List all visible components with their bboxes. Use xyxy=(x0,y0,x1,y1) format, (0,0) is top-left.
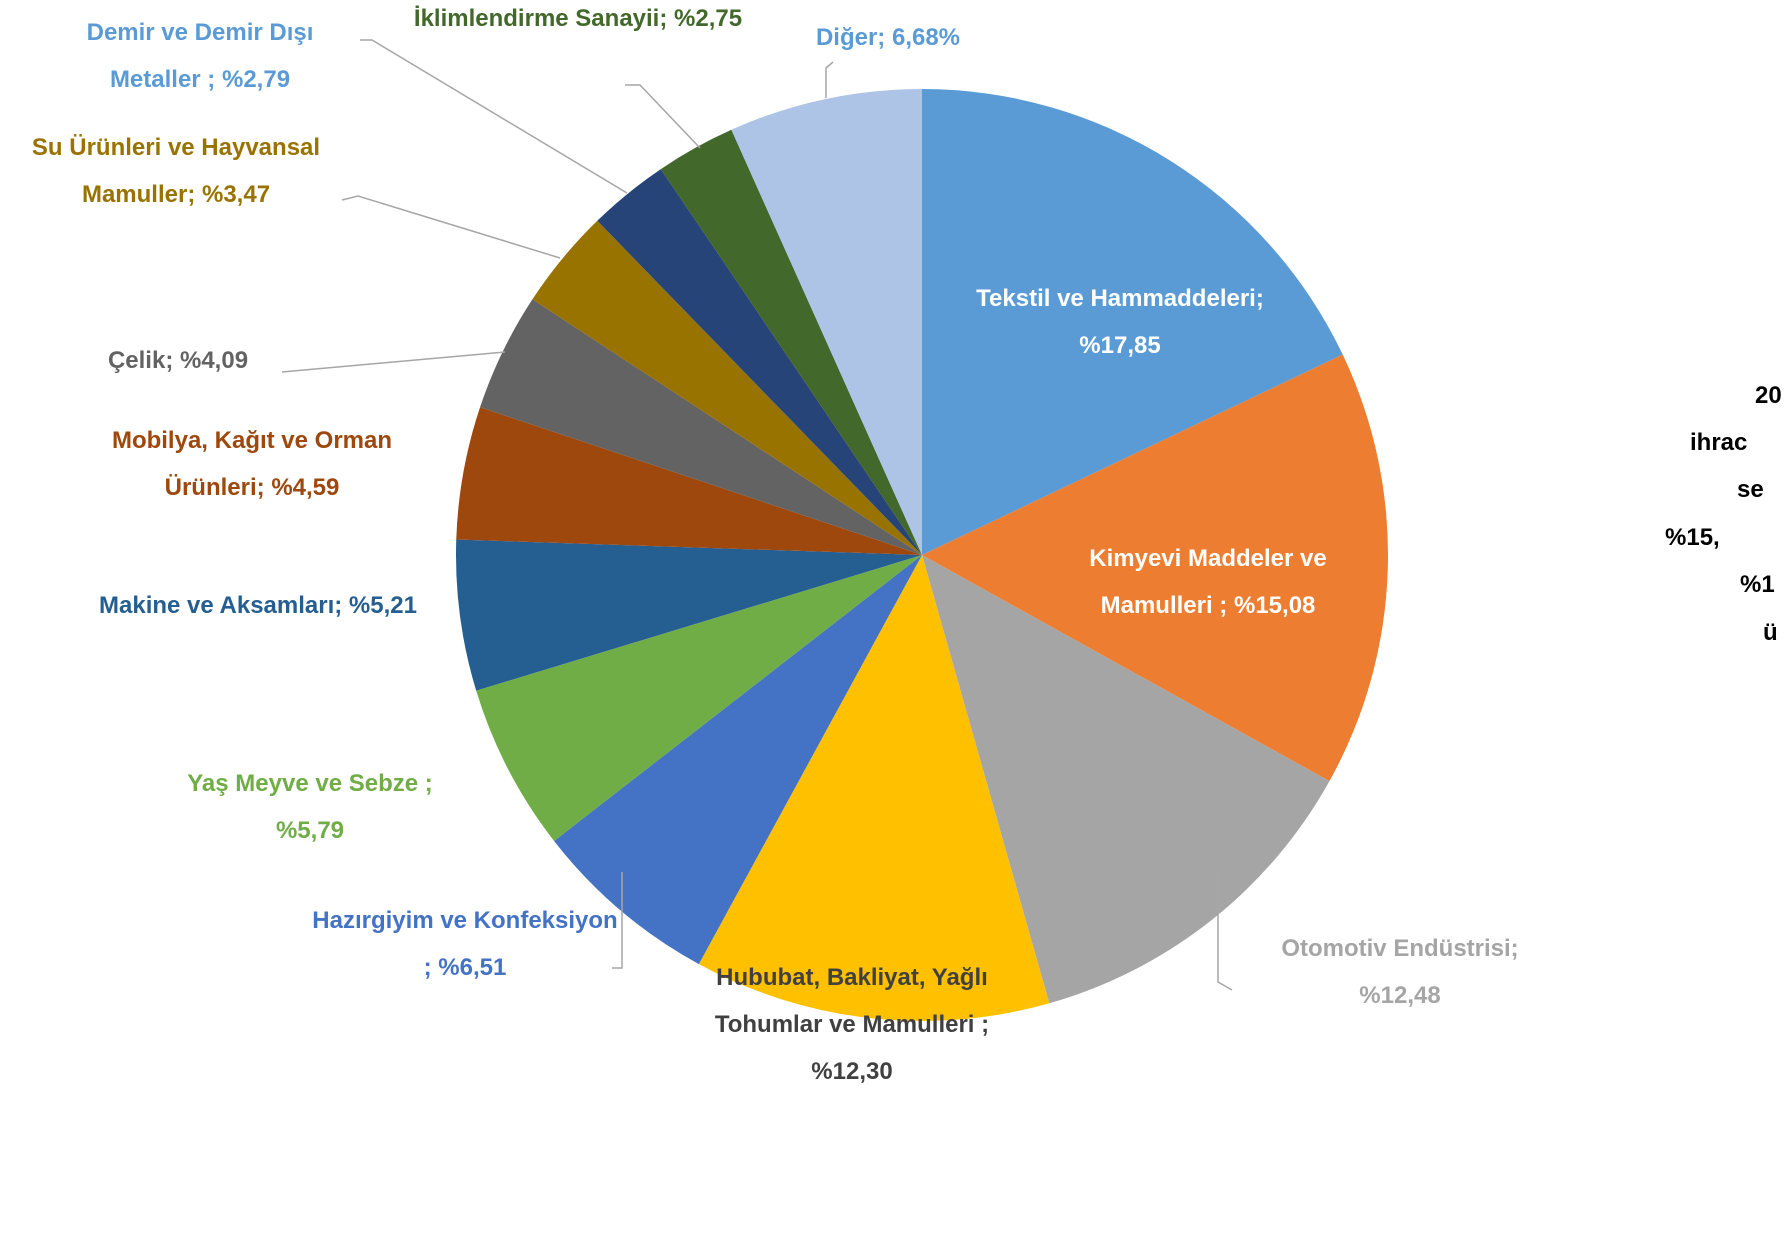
category-name: Çelik; xyxy=(107,346,174,374)
category-name: Tekstil ve Hammaddeleri; xyxy=(976,284,1264,312)
category-name: Hububat, Bakliyat, Yağlı Tohumlar ve Mam… xyxy=(714,963,990,1038)
pie-slice xyxy=(456,407,922,555)
value-label: %5,21 xyxy=(348,591,417,619)
leader-line xyxy=(612,872,623,969)
value-label: %2,79 xyxy=(221,65,291,93)
data-label: Tekstil ve Hammaddeleri; %17,85 xyxy=(967,275,1273,369)
category-name: Mobilya, Kağıt ve Orman Ürünleri; xyxy=(111,426,393,501)
pie-slice xyxy=(922,89,1343,555)
pie-slice xyxy=(476,555,922,841)
category-name: Demir ve Demir Dışı Metaller ; xyxy=(86,18,314,93)
pie-slice xyxy=(532,220,922,556)
category-name: Hazırgiyim ve Konfeksiyon ; xyxy=(312,906,618,981)
value-label: %17,85 xyxy=(1079,331,1161,359)
category-name: Su Ürünleri ve Hayvansal Mamuller; xyxy=(31,133,321,208)
annotation: ü xyxy=(1763,618,1778,646)
data-label: Su Ürünleri ve Hayvansal Mamuller; %3,47 xyxy=(30,124,322,218)
pie-slice xyxy=(698,555,1050,1022)
data-label: Demir ve Demir Dışı Metaller ; %2,79 xyxy=(47,9,353,103)
value-label: %5,79 xyxy=(275,816,345,844)
category-name: Otomotiv Endüstrisi; xyxy=(1281,934,1519,962)
value-label: %4,09 xyxy=(179,346,249,374)
annotation: 20 xyxy=(1755,381,1782,409)
pie-slice xyxy=(922,354,1388,782)
value-label: %12,30 xyxy=(811,1057,893,1085)
data-label: Mobilya, Kağıt ve Orman Ürünleri; %4,59 xyxy=(99,417,405,511)
data-label: Yaş Meyve ve Sebze ; %5,79 xyxy=(150,760,470,854)
data-label: Makine ve Aksamları; %5,21 xyxy=(98,582,418,629)
value-label: %4,59 xyxy=(271,473,340,501)
value-label: %6,51 xyxy=(438,953,507,981)
value-label: %12,48 xyxy=(1359,981,1441,1009)
annotation: %15, xyxy=(1665,523,1720,551)
data-label: Hazırgiyim ve Konfeksiyon ; %6,51 xyxy=(312,897,618,991)
pie-slice xyxy=(660,129,922,555)
category-name: Yaş Meyve ve Sebze ; xyxy=(187,769,433,797)
value-label: %3,47 xyxy=(201,180,271,208)
pie-slice xyxy=(455,539,922,691)
pie-slice xyxy=(480,299,922,555)
leader-line xyxy=(360,39,628,194)
leader-line xyxy=(281,351,506,373)
value-label: %2,75 xyxy=(674,4,743,32)
data-label: Hububat, Bakliyat, Yağlı Tohumlar ve Mam… xyxy=(706,954,998,1095)
annotation: ihrac xyxy=(1690,428,1748,456)
category-name: Diğer; xyxy=(815,23,886,51)
leader-line xyxy=(825,61,834,98)
pie-slice xyxy=(731,89,922,555)
data-label: Kimyevi Maddeler ve Mamulleri ; %15,08 xyxy=(1043,535,1373,629)
category-name: Kimyevi Maddeler ve Mamulleri ; xyxy=(1089,544,1327,619)
leader-line xyxy=(341,195,561,259)
data-label: Diğer; 6,68% xyxy=(763,14,1013,61)
annotation: se xyxy=(1737,475,1764,503)
category-name: Makine ve Aksamları; xyxy=(99,591,343,619)
leader-line xyxy=(625,84,701,149)
value-label: 6,68% xyxy=(891,23,961,51)
pie-slice xyxy=(922,555,1330,1004)
data-label: Otomotiv Endüstrisi; %12,48 xyxy=(1240,925,1560,1019)
category-name: İklimlendirme Sanayii; xyxy=(413,4,668,32)
annotation: %1 xyxy=(1740,570,1775,598)
value-label: %15,08 xyxy=(1233,591,1316,619)
pie-slice xyxy=(554,555,922,965)
data-label: Çelik; %4,09 xyxy=(53,337,303,384)
leader-line xyxy=(1217,872,1233,991)
data-label: İklimlendirme Sanayii; %2,75 xyxy=(404,0,752,42)
pie-slice xyxy=(597,169,922,555)
